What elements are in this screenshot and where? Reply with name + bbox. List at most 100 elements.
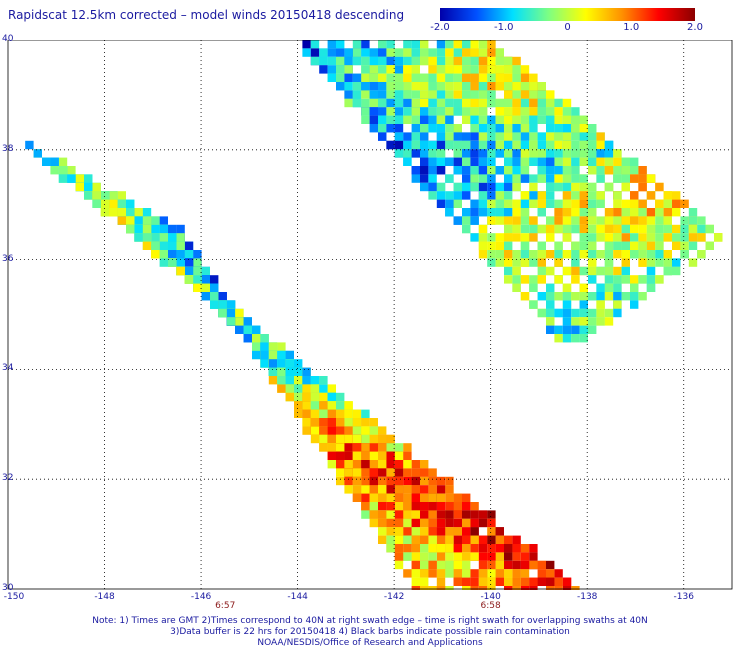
wind-cell xyxy=(352,73,362,82)
wind-cell xyxy=(327,73,336,82)
wind-cell xyxy=(579,115,588,124)
wind-cell xyxy=(520,140,530,150)
wind-cell xyxy=(537,577,546,586)
wind-cell xyxy=(571,224,580,234)
wind-cell xyxy=(571,317,580,326)
wind-cell xyxy=(512,275,521,284)
wind-cell xyxy=(520,90,530,99)
wind-cell xyxy=(436,535,446,544)
wind-cell xyxy=(436,199,446,208)
wind-cell xyxy=(630,241,639,250)
wind-cell xyxy=(336,73,345,82)
wind-cell xyxy=(218,292,227,301)
wind-cell xyxy=(588,140,597,150)
wind-cell xyxy=(579,157,588,166)
wind-cell xyxy=(520,65,530,74)
wind-cell xyxy=(319,418,328,427)
wind-cell xyxy=(546,157,555,166)
wind-cell xyxy=(546,115,555,124)
wind-cell xyxy=(546,107,555,116)
wind-cell xyxy=(386,48,395,57)
wind-cell xyxy=(512,140,521,150)
wind-cell xyxy=(562,115,572,124)
wind-cell xyxy=(168,258,177,267)
wind-cell xyxy=(210,292,219,301)
wind-cell xyxy=(554,216,563,225)
wind-cell xyxy=(596,157,605,166)
wind-cell xyxy=(470,518,479,528)
longitude-label: -150 xyxy=(3,592,25,602)
wind-cell xyxy=(604,224,614,234)
wind-cell xyxy=(638,233,647,242)
wind-cell xyxy=(445,569,454,578)
wind-cell xyxy=(478,157,488,166)
wind-cell xyxy=(621,174,630,183)
wind-cell xyxy=(596,216,605,225)
wind-cell xyxy=(369,73,378,82)
wind-cell xyxy=(705,224,714,234)
wind-cell xyxy=(453,560,462,570)
wind-cell xyxy=(386,510,395,519)
wind-cell xyxy=(638,216,647,225)
color-scale-label: -1.0 xyxy=(493,22,514,33)
wind-cell xyxy=(487,208,496,217)
wind-cell xyxy=(537,224,546,234)
wind-cell xyxy=(453,552,462,561)
wind-cell xyxy=(663,250,672,259)
wind-cell xyxy=(655,258,664,267)
wind-cell xyxy=(546,182,555,192)
wind-cell xyxy=(411,552,420,561)
wind-cell xyxy=(310,409,320,418)
wind-cell xyxy=(285,350,294,360)
wind-cell xyxy=(697,250,706,259)
wind-cell xyxy=(495,98,504,108)
wind-cell xyxy=(462,191,471,200)
wind-cell xyxy=(428,140,437,150)
wind-cell xyxy=(638,275,647,284)
wind-cell xyxy=(504,82,513,91)
wind-cell xyxy=(596,308,605,318)
wind-cell xyxy=(84,191,93,200)
wind-cell xyxy=(613,149,622,158)
wind-cell xyxy=(462,208,471,217)
wind-cell xyxy=(92,191,101,200)
wind-cell xyxy=(512,90,521,99)
wind-cell xyxy=(403,149,412,158)
wind-cell xyxy=(562,308,572,318)
wind-cell xyxy=(361,98,370,108)
wind-cell xyxy=(420,174,429,183)
wind-cell xyxy=(411,73,420,82)
wind-cell xyxy=(680,233,689,242)
wind-cell xyxy=(478,577,488,586)
wind-cell xyxy=(394,65,404,74)
wind-cell xyxy=(487,241,496,250)
wind-cell xyxy=(420,485,429,494)
wind-cell xyxy=(411,577,420,586)
wind-cell xyxy=(504,266,513,276)
wind-cell xyxy=(327,418,336,427)
latitude-label: 38 xyxy=(2,143,14,154)
wind-cell xyxy=(520,191,530,200)
wind-cell xyxy=(562,140,572,150)
wind-cell xyxy=(579,233,588,242)
wind-cell xyxy=(554,241,563,250)
wind-cell xyxy=(495,182,504,192)
wind-cell xyxy=(478,544,488,553)
wind-cell xyxy=(613,250,622,259)
wind-cell xyxy=(378,132,387,141)
wind-cell xyxy=(546,224,555,234)
wind-cell xyxy=(361,107,370,116)
wind-cell xyxy=(428,552,437,561)
wind-cell xyxy=(588,124,597,133)
wind-cell xyxy=(310,56,320,66)
wind-cell xyxy=(571,208,580,217)
wind-cell xyxy=(688,208,698,217)
wind-cell xyxy=(672,224,681,234)
wind-cell xyxy=(470,199,479,208)
wind-cell xyxy=(453,48,462,57)
wind-cell xyxy=(319,434,328,444)
wind-cell xyxy=(504,586,513,590)
wind-cell xyxy=(58,174,68,183)
wind-cell xyxy=(487,577,496,586)
wind-cell xyxy=(462,216,471,225)
